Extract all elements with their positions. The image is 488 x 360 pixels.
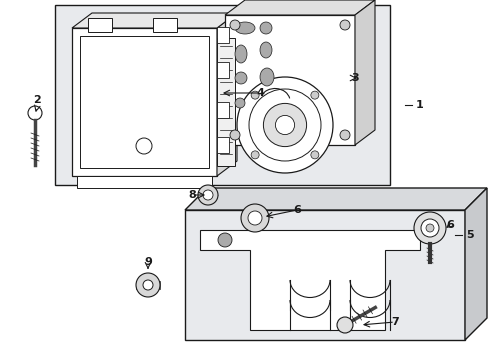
Ellipse shape	[260, 68, 273, 86]
Bar	[217, 38, 235, 166]
Ellipse shape	[260, 22, 271, 34]
Circle shape	[339, 130, 349, 140]
Ellipse shape	[260, 100, 269, 110]
Circle shape	[248, 89, 320, 161]
Text: 7: 7	[390, 317, 398, 327]
Bar	[77, 176, 212, 188]
Bar	[224, 15, 354, 145]
Polygon shape	[184, 188, 486, 210]
Polygon shape	[354, 0, 374, 145]
Bar	[184, 210, 464, 340]
Text: 4: 4	[256, 88, 264, 98]
Text: 8: 8	[188, 190, 196, 200]
Text: 6: 6	[292, 205, 300, 215]
Text: 5: 5	[465, 230, 473, 240]
Bar	[88, 18, 112, 32]
Polygon shape	[200, 230, 419, 330]
Bar	[72, 28, 217, 176]
Ellipse shape	[235, 22, 254, 34]
Polygon shape	[464, 188, 486, 340]
Circle shape	[229, 130, 240, 140]
Circle shape	[218, 233, 231, 247]
Circle shape	[310, 151, 318, 159]
Bar	[217, 27, 228, 43]
Bar	[80, 36, 208, 168]
Circle shape	[229, 20, 240, 30]
Ellipse shape	[235, 45, 246, 63]
Text: 3: 3	[350, 73, 358, 83]
Ellipse shape	[235, 72, 246, 84]
Text: 6: 6	[445, 220, 453, 230]
Circle shape	[420, 219, 438, 237]
Circle shape	[336, 317, 352, 333]
Polygon shape	[224, 0, 374, 15]
Circle shape	[263, 103, 306, 147]
Text: 9: 9	[144, 257, 152, 267]
Bar	[153, 18, 177, 32]
Circle shape	[310, 91, 318, 99]
Circle shape	[425, 224, 433, 232]
Circle shape	[413, 212, 445, 244]
Ellipse shape	[235, 98, 244, 108]
Bar	[55, 5, 389, 185]
Circle shape	[28, 106, 42, 120]
Bar	[217, 62, 228, 78]
Circle shape	[142, 280, 153, 290]
Text: 2: 2	[33, 95, 41, 105]
Bar	[136, 281, 160, 289]
Circle shape	[275, 116, 294, 135]
Circle shape	[136, 138, 152, 154]
Text: 1: 1	[415, 100, 423, 110]
Ellipse shape	[260, 42, 271, 58]
Circle shape	[251, 91, 259, 99]
Bar	[217, 137, 228, 153]
Circle shape	[247, 211, 262, 225]
Circle shape	[237, 77, 332, 173]
Circle shape	[136, 273, 160, 297]
Circle shape	[203, 190, 213, 200]
Circle shape	[339, 20, 349, 30]
Circle shape	[251, 151, 259, 159]
Polygon shape	[217, 13, 237, 176]
Circle shape	[241, 204, 268, 232]
Bar	[217, 102, 228, 118]
Polygon shape	[72, 13, 237, 28]
Circle shape	[198, 185, 218, 205]
